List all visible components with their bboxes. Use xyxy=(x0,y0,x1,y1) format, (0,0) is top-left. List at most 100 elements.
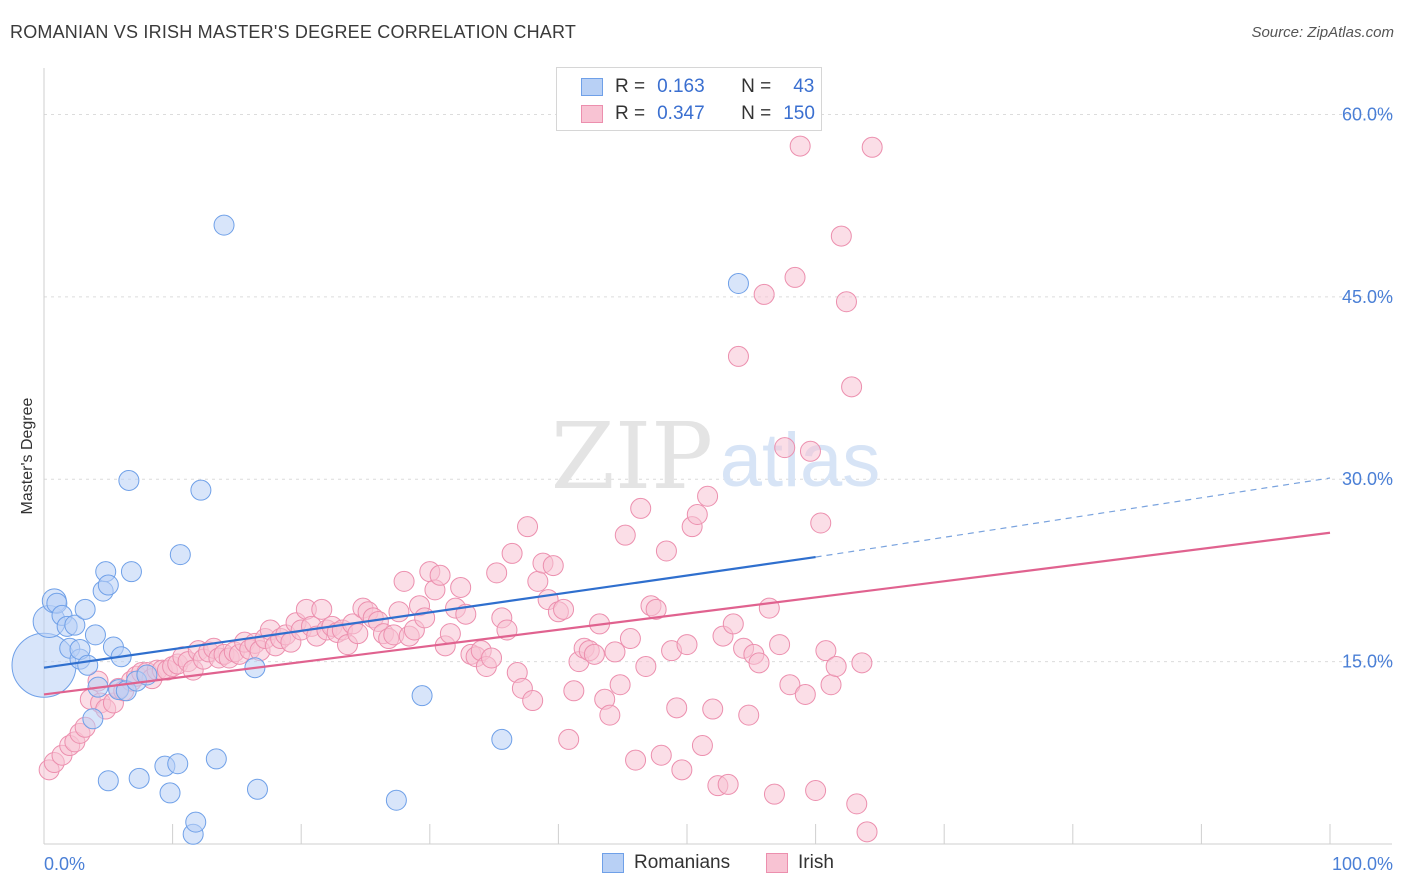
irish-point xyxy=(702,698,724,720)
irish-point xyxy=(583,643,605,665)
r-label: R = xyxy=(615,76,646,97)
legend-swatch-romanians xyxy=(602,853,624,873)
irish-point xyxy=(599,704,621,726)
irish-point xyxy=(439,623,461,645)
watermark-atlas: atlas xyxy=(720,418,881,503)
legend-swatch-irish xyxy=(766,853,788,873)
romanians-point xyxy=(82,708,104,730)
irish-point xyxy=(830,225,852,247)
irish-point xyxy=(722,613,744,635)
irish-point xyxy=(347,623,369,645)
romanians-point xyxy=(205,748,227,770)
n-label: N = xyxy=(741,103,772,124)
irish-point xyxy=(774,437,796,459)
romanians-swatch xyxy=(581,78,603,96)
trend-lines xyxy=(43,477,1331,696)
romanians-point xyxy=(167,753,189,775)
romanians-n-value: 43 xyxy=(793,76,815,97)
irish-point xyxy=(481,647,503,669)
irish-point xyxy=(856,821,878,843)
irish-point xyxy=(455,603,477,625)
irish-point xyxy=(542,555,564,577)
irish-swatch xyxy=(581,105,603,123)
irish-point xyxy=(753,283,775,305)
irish-points xyxy=(38,135,883,843)
irish-point xyxy=(825,655,847,677)
irish-point xyxy=(625,749,647,771)
romanians-point xyxy=(169,544,191,566)
irish-point xyxy=(486,562,508,584)
chart-title: ROMANIAN VS IRISH MASTER'S DEGREE CORREL… xyxy=(10,22,577,42)
irish-r-value: 0.347 xyxy=(657,103,705,124)
irish-point xyxy=(666,697,688,719)
irish-point xyxy=(799,440,821,462)
irish-point xyxy=(414,607,436,629)
tick-labels: 15.0% 30.0% 45.0% 60.0% 0.0% 100.0% xyxy=(44,104,1393,874)
stats-row-irish: R = 0.347 N = 150 xyxy=(581,101,815,127)
romanians-point xyxy=(727,272,749,294)
irish-point xyxy=(558,728,580,750)
irish-point xyxy=(815,640,837,662)
irish-point xyxy=(727,345,749,367)
romanians-point xyxy=(491,728,513,750)
irish-point xyxy=(835,291,857,313)
irish-point xyxy=(450,576,472,598)
irish-point xyxy=(311,598,333,620)
romanians-point xyxy=(190,479,212,501)
legend-label-romanians: Romanians xyxy=(634,852,731,873)
irish-point xyxy=(671,759,693,781)
irish-point xyxy=(820,674,842,696)
romanians-point xyxy=(64,614,86,636)
irish-point xyxy=(810,512,832,534)
irish-point xyxy=(691,735,713,757)
legend-item-romanians[interactable]: Romanians xyxy=(602,852,730,874)
legend-label-irish: Irish xyxy=(798,852,834,873)
romanians-point xyxy=(246,778,268,800)
irish-point xyxy=(717,773,739,795)
irish-point xyxy=(501,542,523,564)
irish-point xyxy=(779,674,801,696)
irish-point xyxy=(527,570,549,592)
romanians-point xyxy=(159,782,181,804)
romanians-point xyxy=(411,685,433,707)
irish-point xyxy=(794,683,816,705)
irish-point xyxy=(861,136,883,158)
stats-box: R = 0.163 N = 43 R = 0.347 N = 150 xyxy=(556,67,822,131)
y-tick-label: 60.0% xyxy=(1342,104,1393,124)
irish-point xyxy=(393,570,415,592)
irish-point xyxy=(522,690,544,712)
y-tick-label: 30.0% xyxy=(1342,469,1393,489)
irish-point xyxy=(619,628,641,650)
axes xyxy=(43,68,1392,845)
irish-point xyxy=(841,376,863,398)
irish-point xyxy=(630,497,652,519)
romanians-point xyxy=(213,214,235,236)
irish-n-value: 150 xyxy=(783,103,815,124)
romanians-point xyxy=(118,469,140,491)
irish-point xyxy=(784,266,806,288)
irish-point xyxy=(748,652,770,674)
grid-lines xyxy=(44,113,1392,663)
irish-point xyxy=(655,540,677,562)
irish-point xyxy=(851,652,873,674)
irish-trend-line xyxy=(43,531,1331,696)
romanians-point xyxy=(77,654,99,676)
romanians-point xyxy=(97,770,119,792)
irish-point xyxy=(635,655,657,677)
irish-point xyxy=(769,634,791,656)
romanians-point xyxy=(385,789,407,811)
irish-point xyxy=(686,503,708,525)
irish-point xyxy=(553,598,575,620)
romanians-point xyxy=(84,624,106,646)
irish-point xyxy=(609,674,631,696)
romanians-r-value: 0.163 xyxy=(657,76,705,97)
irish-point xyxy=(789,135,811,157)
irish-point xyxy=(805,780,827,802)
n-label: N = xyxy=(741,76,772,97)
stats-row-romanians: R = 0.163 N = 43 xyxy=(581,74,814,100)
irish-point xyxy=(846,793,868,815)
irish-point xyxy=(614,524,636,546)
legend-item-irish[interactable]: Irish xyxy=(766,852,834,874)
irish-point xyxy=(604,641,626,663)
romanians-trend-line xyxy=(43,555,816,669)
